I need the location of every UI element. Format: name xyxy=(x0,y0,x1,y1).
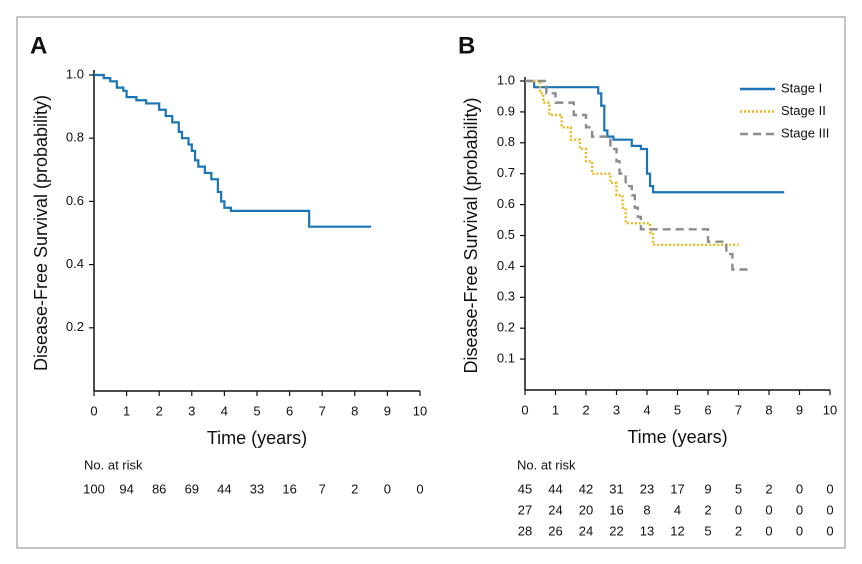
risk-count: 26 xyxy=(548,523,562,538)
x-tick-label: 9 xyxy=(796,402,803,417)
risk-count: 0 xyxy=(796,481,803,496)
x-tick-label: 6 xyxy=(286,403,293,418)
risk-count: 2 xyxy=(735,523,742,538)
x-tick-label: 5 xyxy=(253,403,260,418)
risk-count: 5 xyxy=(704,523,711,538)
risk-count: 0 xyxy=(796,523,803,538)
x-axis-label: Time (years) xyxy=(207,428,307,448)
risk-count: 9 xyxy=(704,481,711,496)
survival-curve xyxy=(525,79,751,271)
risk-count: 44 xyxy=(217,481,231,496)
x-tick-label: 0 xyxy=(90,403,97,418)
y-tick-label: 0.6 xyxy=(66,193,84,208)
y-tick-label: 0.2 xyxy=(497,320,515,335)
risk-count: 0 xyxy=(765,523,772,538)
risk-count: 28 xyxy=(518,523,532,538)
risk-count: 17 xyxy=(670,481,684,496)
risk-count: 2 xyxy=(704,502,711,517)
x-tick-label: 10 xyxy=(823,402,837,417)
survival-curve xyxy=(525,79,739,246)
risk-count: 2 xyxy=(351,481,358,496)
y-tick-label: 0.5 xyxy=(497,227,515,242)
risk-count: 0 xyxy=(826,502,833,517)
risk-count: 0 xyxy=(796,502,803,517)
panel-label: A xyxy=(30,32,47,59)
y-tick-label: 1.0 xyxy=(497,72,515,87)
y-tick-label: 0.8 xyxy=(497,134,515,149)
y-axis-label: Disease-Free Survival (probability) xyxy=(31,95,51,371)
x-tick-label: 8 xyxy=(351,403,358,418)
x-tick-label: 3 xyxy=(613,402,620,417)
y-tick-label: 1.0 xyxy=(66,66,84,81)
y-tick-label: 0.4 xyxy=(497,258,515,273)
risk-count: 20 xyxy=(579,502,593,517)
risk-count: 13 xyxy=(640,523,654,538)
x-tick-label: 0 xyxy=(521,402,528,417)
risk-count: 0 xyxy=(765,502,772,517)
risk-count: 16 xyxy=(282,481,296,496)
legend-label: Stage II xyxy=(781,103,826,118)
risk-count: 22 xyxy=(609,523,623,538)
risk-count: 27 xyxy=(518,502,532,517)
x-tick-label: 4 xyxy=(221,403,228,418)
risk-count: 23 xyxy=(640,481,654,496)
x-tick-label: 2 xyxy=(582,402,589,417)
risk-count: 42 xyxy=(579,481,593,496)
x-tick-label: 9 xyxy=(384,403,391,418)
risk-count: 44 xyxy=(548,481,562,496)
survival-curve xyxy=(525,79,785,194)
risk-count: 12 xyxy=(670,523,684,538)
x-tick-label: 6 xyxy=(704,402,711,417)
legend-label: Stage III xyxy=(781,125,829,140)
risk-count: 31 xyxy=(609,481,623,496)
risk-count: 0 xyxy=(735,502,742,517)
risk-count: 0 xyxy=(384,481,391,496)
risk-count: 86 xyxy=(152,481,166,496)
risk-count: 5 xyxy=(735,481,742,496)
risk-count: 100 xyxy=(83,481,105,496)
y-tick-label: 0.7 xyxy=(497,165,515,180)
risk-count: 69 xyxy=(185,481,199,496)
risk-count: 0 xyxy=(826,481,833,496)
y-tick-label: 0.4 xyxy=(66,256,84,271)
risk-count: 0 xyxy=(416,481,423,496)
risk-count: 24 xyxy=(579,523,593,538)
x-tick-label: 7 xyxy=(735,402,742,417)
y-tick-label: 0.1 xyxy=(497,351,515,366)
risk-count: 7 xyxy=(319,481,326,496)
x-tick-label: 10 xyxy=(413,403,427,418)
y-tick-label: 0.3 xyxy=(497,289,515,304)
y-tick-label: 0.8 xyxy=(66,130,84,145)
x-tick-label: 7 xyxy=(319,403,326,418)
risk-table-label: No. at risk xyxy=(84,457,143,472)
survival-curve xyxy=(94,73,372,228)
x-tick-label: 3 xyxy=(188,403,195,418)
x-axis-label: Time (years) xyxy=(627,427,727,447)
y-tick-label: 0.9 xyxy=(497,103,515,118)
risk-count: 45 xyxy=(518,481,532,496)
x-tick-label: 5 xyxy=(674,402,681,417)
figure-border xyxy=(16,16,846,549)
risk-count: 16 xyxy=(609,502,623,517)
y-tick-label: 0.2 xyxy=(66,319,84,334)
risk-count: 4 xyxy=(674,502,681,517)
risk-count: 24 xyxy=(548,502,562,517)
risk-count: 8 xyxy=(643,502,650,517)
x-tick-label: 1 xyxy=(123,403,130,418)
x-tick-label: 2 xyxy=(156,403,163,418)
y-axis-label: Disease-Free Survival (probability) xyxy=(461,97,481,373)
risk-count: 94 xyxy=(119,481,133,496)
x-tick-label: 4 xyxy=(643,402,650,417)
x-tick-label: 1 xyxy=(552,402,559,417)
risk-count: 33 xyxy=(250,481,264,496)
risk-count: 2 xyxy=(765,481,772,496)
legend-label: Stage I xyxy=(781,80,822,95)
risk-count: 0 xyxy=(826,523,833,538)
y-tick-label: 0.6 xyxy=(497,196,515,211)
risk-table-label: No. at risk xyxy=(517,457,576,472)
x-tick-label: 8 xyxy=(765,402,772,417)
panel-label: B xyxy=(458,32,475,59)
